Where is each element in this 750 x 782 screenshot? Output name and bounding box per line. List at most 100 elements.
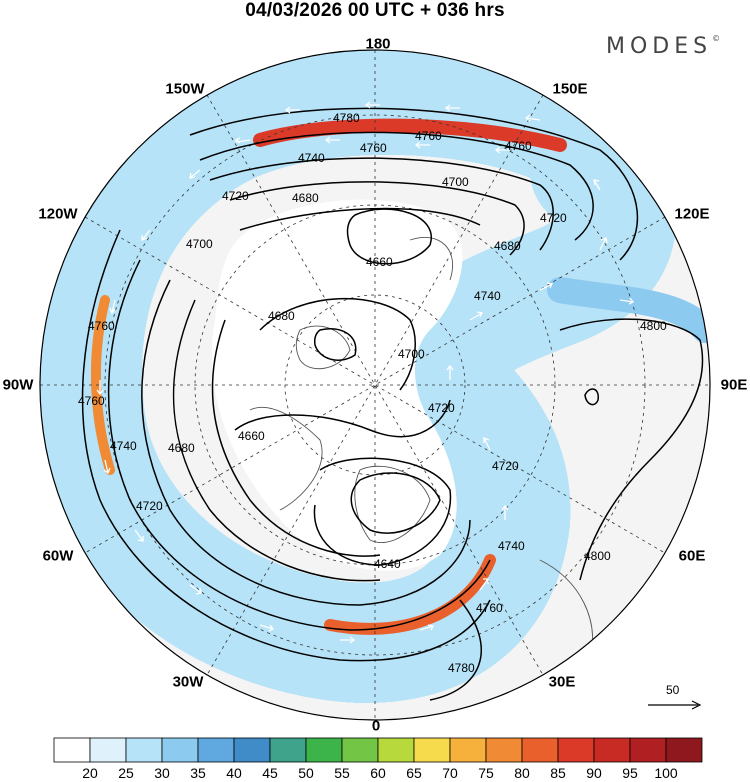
contour-label: 4720 [136,499,163,513]
colorbar-tick-label: 20 [82,765,98,781]
colorbar-swatch [53,737,91,763]
wind-arrow [284,106,300,114]
colorbar-swatch [521,737,559,763]
contour-4780-bottom [429,599,482,701]
colorbar-tick-label: 100 [654,765,678,781]
wind-arrow [619,297,634,305]
contour-label: 4740 [298,151,325,165]
colorbar-tick-label: 30 [154,765,170,781]
contour-4800 [559,318,704,581]
contour-label: 4680 [494,239,521,253]
colorbar-swatch [449,737,487,763]
wind-arrow [494,146,510,154]
vortex-interior [211,199,463,571]
contour-label: 4760 [360,141,387,155]
colorbar-swatch [413,737,451,763]
contour-label: 4680 [292,191,319,205]
jet-core-left [90,295,115,475]
contour-label: 4720 [492,459,519,473]
contour-label: 4800 [584,549,611,563]
wind-vectors [96,101,634,644]
contour-label: 4760 [88,319,115,333]
colorbar-swatch [233,737,271,763]
brand-name: MODES [606,34,713,59]
contour-label: 4720 [222,189,249,203]
jet-core-bottom [324,554,496,635]
lon-label-30w: 30W [172,673,204,691]
colorbar-tick-label: 90 [586,765,602,781]
colorbar-swatch [341,737,379,763]
wind-arrow [340,636,356,644]
height-contours [81,107,704,701]
colorbar-swatch [305,737,343,763]
wind-arrow [234,137,251,144]
wind-arrow [141,229,151,241]
contour-label: 4720 [540,211,567,225]
lon-label-0: 0 [371,717,381,735]
wind-arrow [501,504,509,520]
wind-arrow [419,624,434,631]
coastline-siberia [409,236,454,281]
contour-4660-pole [346,208,433,265]
contour-label: 4700 [442,175,469,189]
contour-label: 4660 [366,255,393,269]
wind-arrow [444,104,460,112]
colorbar-tick-label: 50 [298,765,314,781]
contour-4680-mid [259,297,416,391]
contour-label: 4740 [110,439,137,453]
colorbar-tick-label: 65 [406,765,422,781]
colorbar-tick-label: 25 [118,765,134,781]
contour-label: 4680 [268,309,295,323]
wind-arrow [109,299,116,315]
wind-arrow [96,380,104,396]
contour-4760-outer [81,229,491,662]
lon-label-150w: 150W [165,80,205,98]
colorbar-tick-label: 55 [334,765,350,781]
contour-label: 4700 [186,237,213,251]
colorbar-tick-label: 70 [442,765,458,781]
contour-4660-inner [314,328,357,361]
wind-arrow [134,529,144,542]
contour-label: 4760 [505,139,532,153]
contour-4660-mid [234,399,451,438]
colorbar-swatch [629,737,667,763]
jet-stream-shading [40,50,710,643]
contour-label: 4780 [333,111,360,125]
contour-4780 [189,107,639,261]
contour-4740 [209,157,554,251]
colorbar: 20 25 30 35 40 45 50 55 60 65 70 75 80 85 90 95 100 [53,737,703,781]
lon-label-30e: 30E [548,673,576,691]
map-title: 04/03/2026 00 UTC + 036 hrs [245,0,505,21]
contour-4700 [239,207,481,231]
colorbar-swatch [269,737,307,763]
wind-arrow [469,311,483,321]
lon-label-180: 180 [365,35,391,53]
wind-arrow [483,437,491,451]
contour-label: 4760 [78,394,105,408]
wind-arrow [599,237,608,251]
colorbar-swatch [197,737,235,763]
contour-4760 [199,131,594,241]
colorbar-tick-label: 40 [226,765,242,781]
contour-4700-outer [172,299,381,582]
colorbar-swatch [593,737,631,763]
wind-arrow [103,459,111,475]
colorbar-swatch [557,737,595,763]
contour-label: 4660 [238,429,265,443]
colorbar-tick-label: 45 [262,765,278,781]
wind-arrow [189,584,202,595]
contour-4680 [211,319,381,557]
contour-labels: 4780 4760 4740 4760 4760 4720 4700 4680 … [78,111,667,675]
lon-label-120w: 120W [38,205,78,223]
wind-arrow [259,624,274,632]
colorbar-swatch [485,737,523,763]
contour-label: 4720 [428,401,455,415]
contour-4640-low [350,472,441,534]
brand-logo: MODES© [606,34,720,59]
wind-arrow [593,179,601,191]
wind-arrow [479,578,489,591]
colorbar-tick-label: 95 [622,765,638,781]
lon-label-90w: 90W [2,376,34,394]
lon-label-150e: 150E [552,80,588,98]
